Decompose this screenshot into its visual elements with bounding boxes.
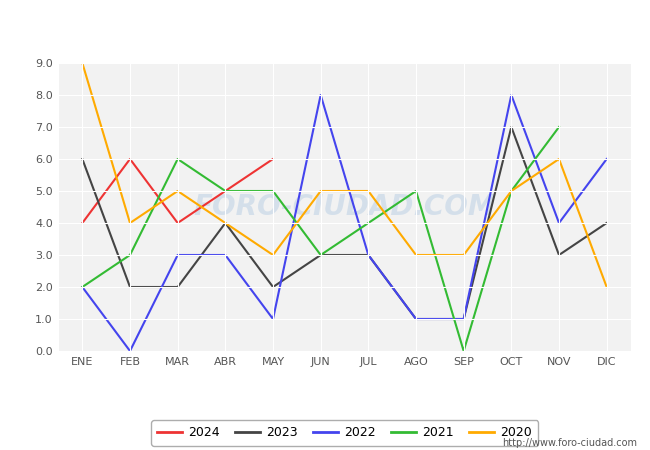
Text: http://www.foro-ciudad.com: http://www.foro-ciudad.com xyxy=(502,438,637,448)
Text: FORO-CIUDAD.COM: FORO-CIUDAD.COM xyxy=(193,193,496,221)
Legend: 2024, 2023, 2022, 2021, 2020: 2024, 2023, 2022, 2021, 2020 xyxy=(151,420,538,446)
Text: Matriculaciones de Vehiculos en Ribera del Fresno: Matriculaciones de Vehiculos en Ribera d… xyxy=(117,8,533,26)
